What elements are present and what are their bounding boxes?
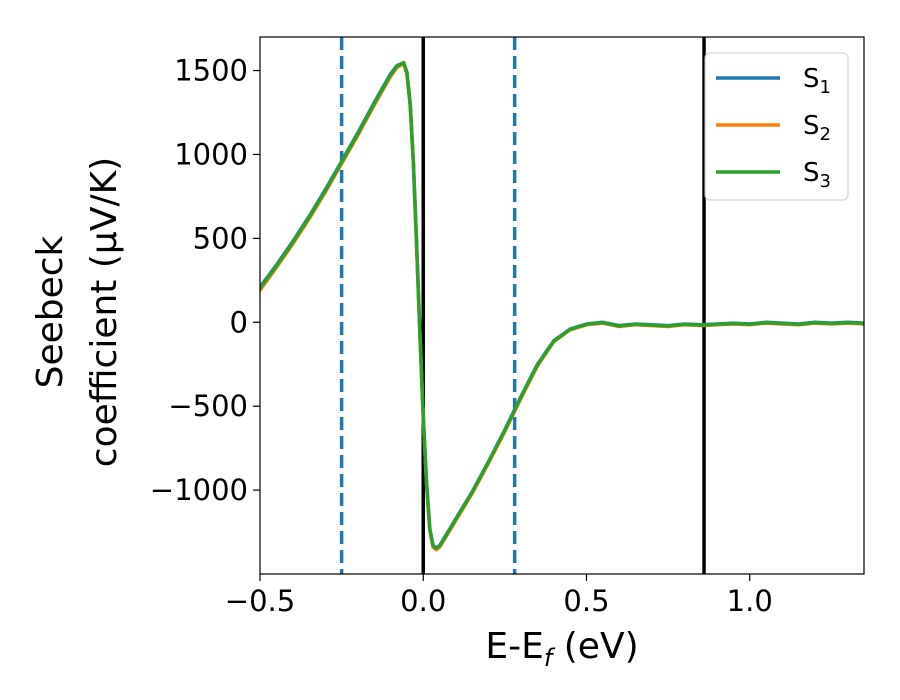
y-tick-label: −1000 <box>150 473 248 507</box>
y-axis-label-line1: Seebeck <box>30 235 71 388</box>
legend-label-s2: S2 <box>803 111 831 145</box>
x-tick-label: 1.0 <box>727 584 773 618</box>
y-axis-ticks: 1500 1000 500 0 −500 −1000 <box>150 54 260 507</box>
y-tick-label: 500 <box>193 221 248 255</box>
x-axis-label-unit: (eV) <box>552 626 638 667</box>
x-tick-label: −0.5 <box>225 584 295 618</box>
y-axis-label-line2: coefficient (μV/K) <box>84 157 125 467</box>
legend: S1 S2 S3 <box>704 52 849 201</box>
legend-label-s3: S3 <box>803 158 831 192</box>
vertical-reference-lines <box>339 37 706 574</box>
series-lines <box>260 60 864 552</box>
series-line-s3 <box>260 60 864 551</box>
y-tick-label: 1500 <box>174 54 248 88</box>
y-axis-label: Seebeck coefficient (μV/K) <box>30 157 125 467</box>
legend-label-s1: S1 <box>803 64 831 98</box>
y-tick-label: −500 <box>168 389 248 423</box>
y-tick-label: 0 <box>230 305 248 339</box>
plot-area-frame <box>259 36 865 575</box>
y-tick-label: 1000 <box>174 137 248 171</box>
x-tick-label: 0.0 <box>400 584 446 618</box>
x-tick-label: 0.5 <box>563 584 609 618</box>
x-axis-label-main: E-E <box>485 626 543 667</box>
x-axis-label: E-Ef (eV) <box>485 626 638 672</box>
x-axis-ticks: −0.5 0.0 0.5 1.0 <box>225 574 773 618</box>
